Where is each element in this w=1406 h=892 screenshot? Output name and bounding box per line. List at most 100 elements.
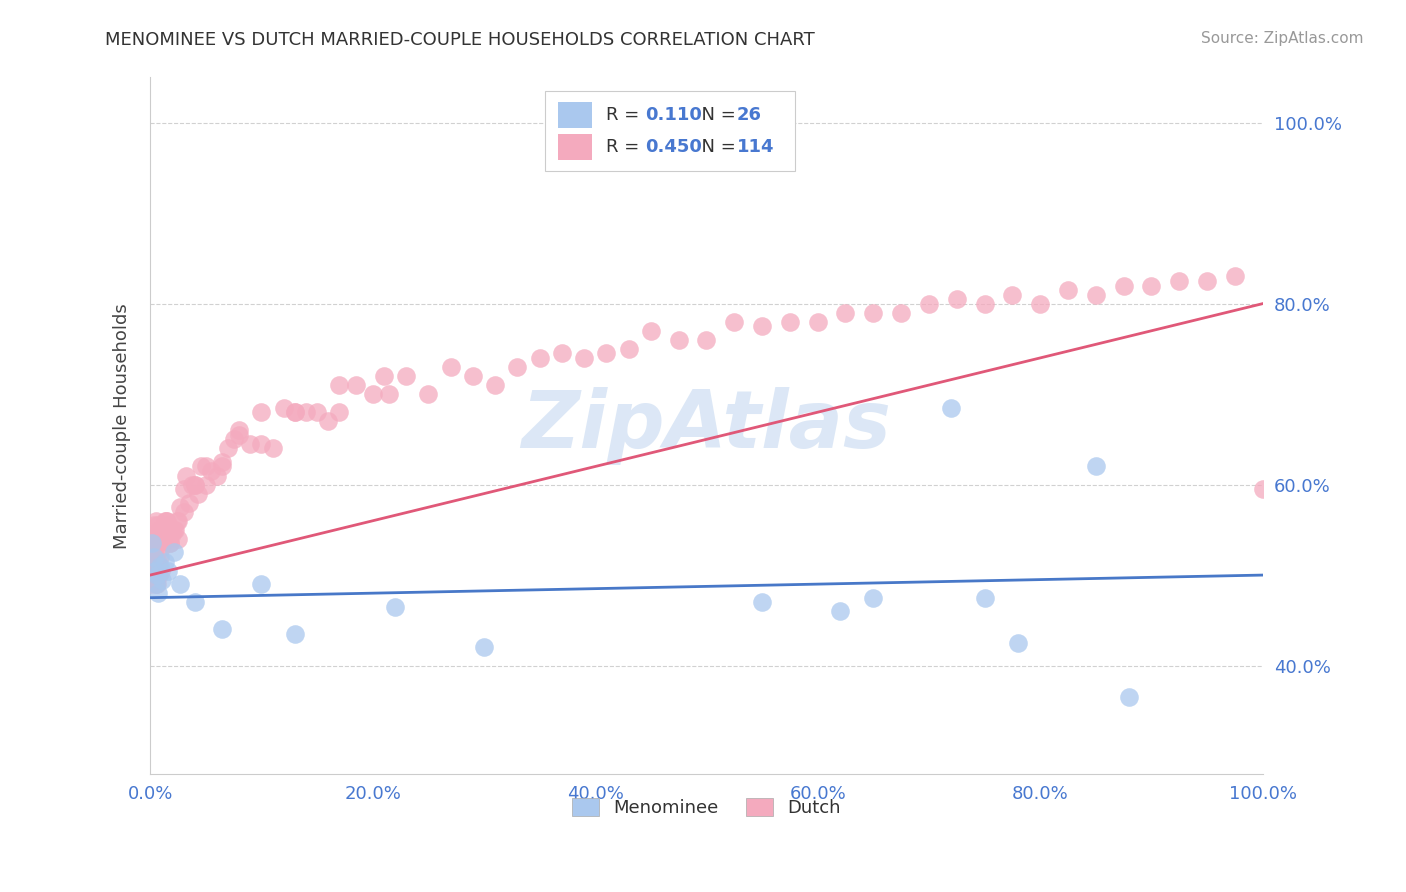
Point [1197,274,1219,288]
Point [1168,274,1191,288]
Point [862,306,884,320]
Point [862,591,884,605]
Point [190,459,212,474]
Point [344,378,367,392]
Point [146,518,169,533]
Point [159,536,181,550]
Point [228,427,250,442]
Point [148,523,170,537]
Point [617,342,640,356]
Point [484,378,506,392]
Text: 26: 26 [737,106,762,124]
Point [751,319,773,334]
Point [807,315,830,329]
Text: Source: ZipAtlas.com: Source: ZipAtlas.com [1201,31,1364,46]
Point [142,568,165,582]
Point [150,532,173,546]
Point [395,369,418,384]
Point [141,577,163,591]
Point [194,477,217,491]
Point [156,564,179,578]
Point [506,359,529,374]
Point [973,296,995,310]
Point [150,564,173,578]
Point [262,442,284,456]
Point [1112,278,1135,293]
Point [163,523,186,537]
Point [1057,283,1080,297]
Point [384,599,406,614]
Point [145,514,167,528]
Point [373,369,395,384]
Point [152,527,174,541]
Point [162,523,184,537]
Point [142,549,165,564]
Point [162,545,184,559]
Point [146,536,169,550]
Point [173,505,195,519]
Point [152,527,174,541]
Point [890,306,912,320]
Point [378,387,401,401]
Point [167,532,190,546]
Point [166,514,188,528]
Point [472,640,495,655]
Point [159,536,181,550]
Point [149,549,172,564]
Point [284,405,307,419]
Point [141,559,163,574]
Point [779,315,801,329]
Point [143,559,166,574]
Point [211,623,233,637]
Point [155,514,177,528]
Point [143,564,166,578]
Point [142,518,165,533]
Point [551,346,574,360]
Text: MENOMINEE VS DUTCH MARRIED-COUPLE HOUSEHOLDS CORRELATION CHART: MENOMINEE VS DUTCH MARRIED-COUPLE HOUSEH… [105,31,815,49]
Point [834,306,856,320]
Point [828,604,851,618]
Point [153,554,176,568]
Point [156,518,179,533]
Point [328,378,350,392]
Point [723,315,745,329]
Point [174,468,197,483]
Point [973,591,995,605]
Point [194,459,217,474]
Point [146,577,169,591]
Point [941,401,963,415]
Text: 0.450: 0.450 [645,138,702,156]
Point [146,568,169,582]
Point [145,532,167,546]
Point [167,514,190,528]
Legend: Menominee, Dutch: Menominee, Dutch [565,790,848,824]
Point [1001,287,1024,301]
Point [295,405,318,419]
Point [162,523,184,537]
Point [142,549,165,564]
Point [152,532,174,546]
Point [179,496,201,510]
Point [316,414,339,428]
Point [1223,269,1246,284]
Point [211,455,233,469]
Point [146,586,169,600]
Point [250,577,273,591]
Text: ZipAtlas: ZipAtlas [522,387,891,465]
Point [529,351,551,365]
Point [187,486,209,500]
Point [211,459,233,474]
Point [239,437,262,451]
Point [181,477,204,491]
Point [169,577,191,591]
Text: R =: R = [606,106,645,124]
Point [146,554,169,568]
Point [1084,287,1107,301]
Point [572,351,595,365]
Point [142,545,165,559]
Point [284,627,307,641]
Point [1007,636,1029,650]
Point [152,573,174,587]
Point [751,595,773,609]
Point [222,433,245,447]
